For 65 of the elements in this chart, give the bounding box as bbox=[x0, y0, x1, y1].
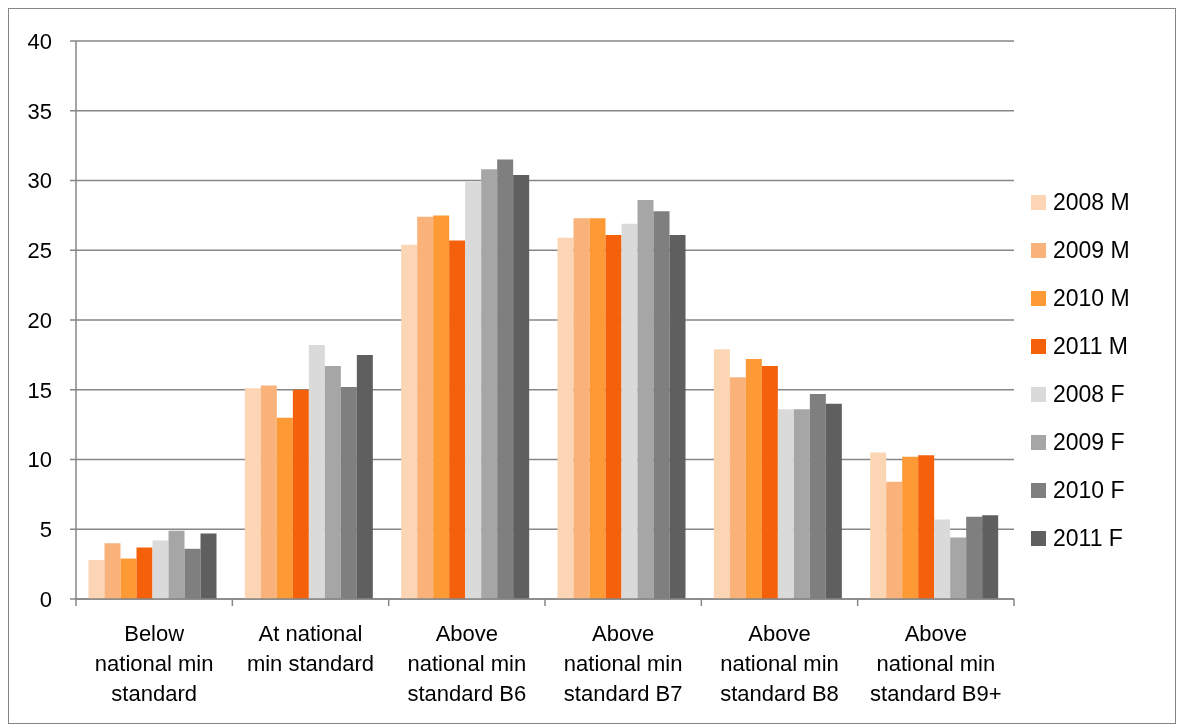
bar bbox=[401, 244, 418, 599]
bar bbox=[308, 345, 325, 599]
bar bbox=[825, 403, 842, 599]
x-tick-label: Above national min standard B7 bbox=[563, 621, 683, 706]
bar bbox=[481, 169, 498, 599]
x-tick-label: Above national min standard B9+ bbox=[870, 621, 1002, 706]
bar bbox=[88, 559, 105, 599]
bar bbox=[745, 359, 762, 599]
bar bbox=[104, 543, 121, 599]
bar bbox=[465, 181, 482, 599]
legend-label: 2008 M bbox=[1053, 188, 1130, 216]
x-tick-label: At national min standard bbox=[246, 621, 375, 676]
bar bbox=[324, 366, 341, 599]
y-tick-label: 25 bbox=[27, 238, 52, 264]
y-tick-label: 10 bbox=[27, 447, 52, 473]
bar bbox=[870, 452, 887, 599]
bar bbox=[950, 537, 967, 599]
y-tick-label: 15 bbox=[27, 377, 52, 403]
bar bbox=[793, 409, 810, 599]
bar bbox=[244, 388, 261, 599]
y-tick-label: 35 bbox=[27, 98, 52, 124]
legend-label: 2011 F bbox=[1053, 524, 1123, 552]
legend-label: 2010 M bbox=[1053, 284, 1130, 312]
x-tick-label: Below national min standard bbox=[94, 621, 214, 706]
bar bbox=[356, 354, 373, 599]
bar bbox=[152, 540, 169, 599]
bar bbox=[168, 530, 185, 599]
bar bbox=[136, 547, 153, 599]
y-tick-label: 5 bbox=[39, 517, 52, 543]
bar bbox=[761, 366, 778, 599]
bar bbox=[729, 377, 746, 599]
y-tick-label: 0 bbox=[39, 586, 52, 612]
bar bbox=[886, 481, 903, 599]
bar bbox=[513, 174, 530, 599]
bar bbox=[589, 218, 606, 599]
bar bbox=[120, 558, 137, 599]
bar bbox=[777, 409, 794, 599]
legend-label: 2009 F bbox=[1053, 428, 1125, 456]
bar bbox=[573, 218, 590, 599]
y-tick-label: 30 bbox=[27, 168, 52, 194]
bar bbox=[433, 215, 450, 599]
bar bbox=[292, 389, 309, 599]
bar bbox=[260, 385, 277, 599]
x-tick-label: Above national min standard B6 bbox=[407, 621, 527, 706]
bar bbox=[557, 237, 574, 599]
legend-label: 2008 F bbox=[1053, 380, 1125, 408]
bar bbox=[621, 223, 638, 599]
y-tick-label: 20 bbox=[27, 307, 52, 333]
bar bbox=[276, 417, 293, 599]
bar bbox=[902, 456, 919, 599]
bar bbox=[200, 533, 217, 599]
bar bbox=[713, 349, 730, 599]
legend-label: 2009 M bbox=[1053, 236, 1130, 264]
bar bbox=[417, 216, 434, 599]
y-tick-label: 40 bbox=[27, 28, 52, 54]
legend-label: 2011 M bbox=[1053, 332, 1129, 360]
legend-label: 2010 F bbox=[1053, 476, 1125, 504]
bar bbox=[637, 200, 654, 599]
bar bbox=[605, 234, 622, 599]
bar bbox=[669, 234, 686, 599]
bar bbox=[918, 455, 935, 599]
bar bbox=[449, 240, 466, 599]
bar bbox=[934, 519, 951, 599]
bar bbox=[982, 515, 999, 599]
x-tick-label: Above national min standard B8 bbox=[720, 621, 839, 706]
